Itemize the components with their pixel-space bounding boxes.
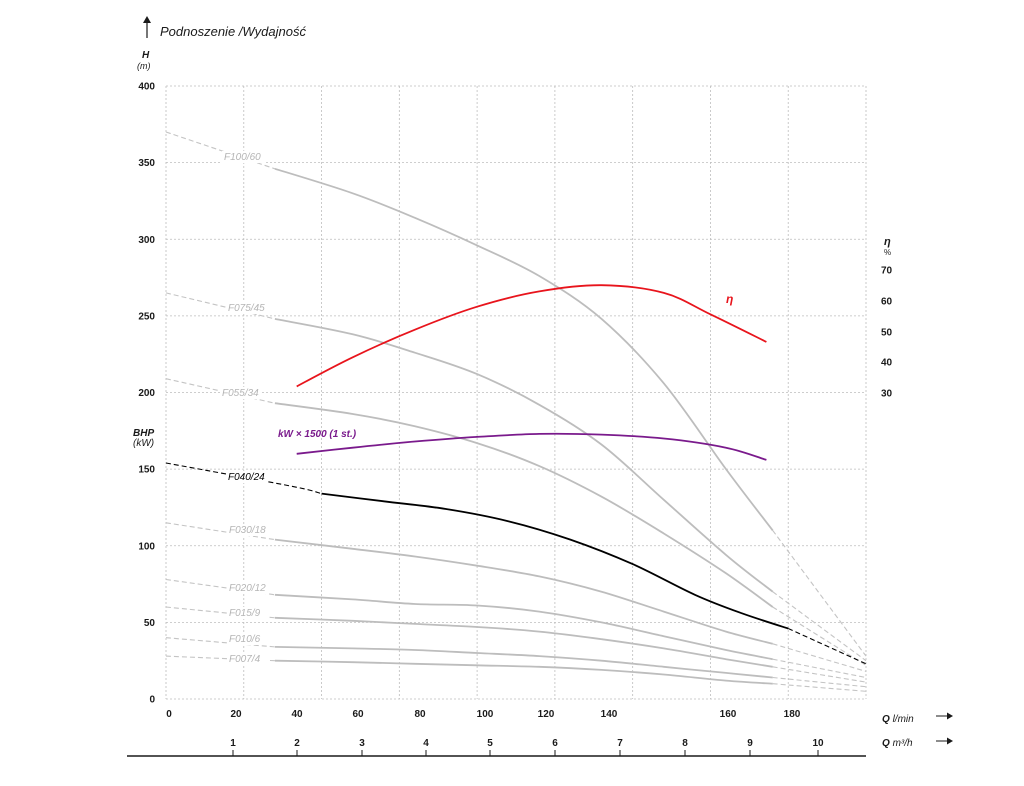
head-curve-dashed-start	[165, 131, 276, 170]
curve-label-bg	[227, 582, 269, 594]
labels: Podnoszenie /Wydajność H (m) η % BHP (kW…	[127, 16, 953, 757]
x-axis-lmin-label: Q l/min	[882, 714, 914, 725]
right-tick-label: 30	[881, 389, 893, 400]
curve-label-bg	[227, 524, 269, 536]
power-curve	[296, 432, 767, 461]
curve-label: F020/12	[229, 583, 266, 594]
right-tick-label: 70	[881, 266, 893, 277]
y-tick-label: 0	[149, 695, 155, 706]
head-curve-f015-9	[274, 616, 773, 668]
head-curve-dashed-start	[165, 462, 322, 495]
x-tick-label-lmin: 100	[477, 709, 494, 720]
x-tick-label-m3h: 2	[294, 738, 300, 749]
curve-label: F030/18	[229, 525, 266, 536]
x-tick-label-m3h: 8	[682, 738, 688, 749]
curve-label: F010/6	[229, 634, 261, 645]
y-tick-label: 350	[138, 158, 155, 169]
x-tick-label-m3h: 5	[487, 738, 493, 749]
bhp-unit: (kW)	[133, 438, 154, 449]
head-curve-dashed-end	[772, 666, 867, 683]
y-tick-label: 300	[138, 235, 155, 246]
y-tick-label: 100	[138, 541, 155, 552]
x-tick-label-lmin: 180	[784, 709, 801, 720]
y-axis-arrowhead	[143, 16, 151, 23]
y-tick-label: 150	[138, 465, 155, 476]
right-tick-label: 60	[881, 297, 893, 308]
curve-label: F075/45	[228, 303, 265, 314]
x-axis-m3h-arrowhead	[947, 737, 953, 745]
curve-label-bg	[226, 471, 268, 483]
head-curve-f040-24	[321, 492, 789, 630]
y-tick-label: 50	[144, 618, 156, 629]
x-tick-label-lmin: 160	[720, 709, 737, 720]
head-curve-dashed-start	[165, 292, 276, 320]
curve-label: F055/34	[222, 388, 259, 399]
efficiency-curve	[296, 284, 767, 388]
x-axis-m3h-label: Q m³/h	[882, 738, 913, 749]
curve-label: F040/24	[228, 472, 265, 483]
head-curve-dashed-end	[772, 530, 867, 657]
curve-label-bg	[227, 607, 269, 619]
curve-label-bg	[220, 387, 262, 399]
power-curve-label: kW × 1500 (1 st.)	[278, 429, 357, 440]
x-tick-label-lmin: 0	[166, 709, 172, 720]
x-tick-label-lmin: 120	[538, 709, 555, 720]
x-tick-label-lmin: 80	[414, 709, 426, 720]
curve-label-bg	[227, 653, 269, 665]
y-axis-label: H	[142, 50, 150, 61]
head-curve-dashed-end	[772, 658, 867, 679]
y-tick-label: 250	[138, 311, 155, 322]
head-curve-f010-6	[274, 646, 773, 679]
efficiency-curve-label: η	[726, 292, 733, 306]
x-tick-label-m3h: 6	[552, 738, 558, 749]
x-tick-label-m3h: 4	[423, 738, 429, 749]
x-tick-label-m3h: 10	[812, 738, 824, 749]
x-tick-label-lmin: 140	[601, 709, 618, 720]
right-tick-label: 40	[881, 358, 893, 369]
right-axis-label: η	[884, 236, 891, 248]
x-tick-label-lmin: 20	[230, 709, 242, 720]
bhp-label: BHP	[133, 428, 154, 439]
x-tick-label-m3h: 9	[747, 738, 753, 749]
x-tick-label-m3h: 7	[617, 738, 623, 749]
y-axis-unit: (m)	[137, 61, 151, 71]
head-curve-dashed-end	[772, 643, 867, 672]
curve-label-bg	[226, 302, 268, 314]
head-curve-dashed-end	[772, 606, 867, 666]
x-tick-label-m3h: 1	[230, 738, 236, 749]
head-curve-dashed-end	[772, 676, 867, 688]
head-curve-dashed-end	[787, 627, 867, 665]
curves: F100/60 F075/45 F055/34 F040/24 F030/18 F020/…	[165, 131, 867, 692]
curve-label: F015/9	[229, 608, 261, 619]
right-axis-unit: %	[884, 248, 891, 257]
chart-title: Podnoszenie /Wydajność	[160, 24, 306, 39]
curve-label: F007/4	[229, 654, 261, 665]
y-tick-label: 400	[138, 82, 155, 93]
head-curve-dashed-end	[772, 591, 867, 662]
right-tick-label: 50	[881, 328, 893, 339]
head-curve-f007-4	[274, 659, 773, 685]
curve-label: F100/60	[224, 152, 261, 163]
x-tick-label-lmin: 40	[291, 709, 303, 720]
head-curve-dashed-end	[772, 683, 867, 692]
x-axis-lmin-arrowhead	[947, 712, 953, 720]
y-tick-label: 200	[138, 388, 155, 399]
head-curve-f075-45	[274, 318, 774, 593]
curve-label-bg	[222, 151, 264, 163]
head-curve-f020-12	[274, 593, 773, 661]
x-tick-label-lmin: 60	[352, 709, 364, 720]
head-curve-f030-18	[274, 538, 773, 645]
head-curve-f055-34	[274, 402, 774, 608]
head-curve-f100-60	[274, 167, 774, 531]
curve-label-bg	[227, 633, 269, 645]
x-tick-label-m3h: 3	[359, 738, 365, 749]
